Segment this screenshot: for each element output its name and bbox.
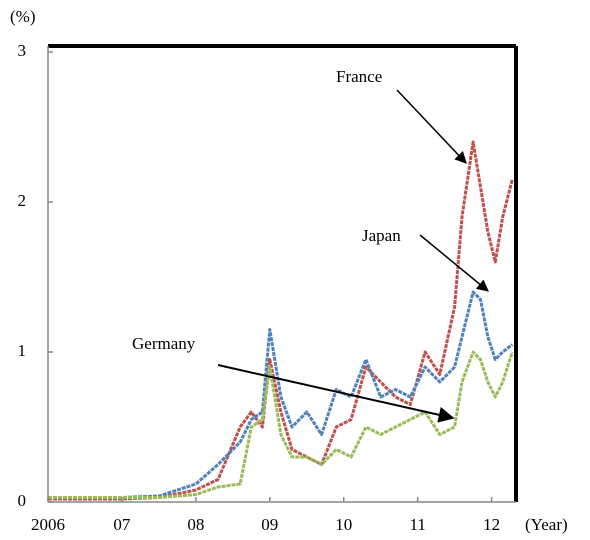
line-series [48, 290, 514, 499]
y-tick-label: 2 [18, 191, 27, 210]
annotation-arrow [217, 364, 455, 423]
annotation: Germany [132, 334, 196, 353]
y-tick-label: 0 [18, 491, 27, 510]
x-tick-label: 10 [335, 515, 352, 534]
line-series [48, 140, 514, 501]
x-tick-label: 11 [409, 515, 425, 534]
x-tick-label: 2006 [31, 515, 65, 534]
y-axis-label: (%) [10, 7, 35, 26]
annotation-arrow [419, 234, 489, 292]
x-tick-label: 12 [483, 515, 500, 534]
x-axis-label: (Year) [525, 515, 568, 534]
line-series [48, 350, 514, 499]
annotation-arrow [396, 89, 467, 164]
annotation: Japan [362, 226, 401, 245]
x-tick-label: 07 [113, 515, 131, 534]
annotation: France [336, 67, 382, 86]
y-tick-label: 1 [18, 341, 27, 360]
y-tick-label: 3 [18, 41, 27, 60]
plot [48, 140, 514, 501]
x-tick-label: 09 [261, 515, 278, 534]
x-tick-label: 08 [187, 515, 204, 534]
